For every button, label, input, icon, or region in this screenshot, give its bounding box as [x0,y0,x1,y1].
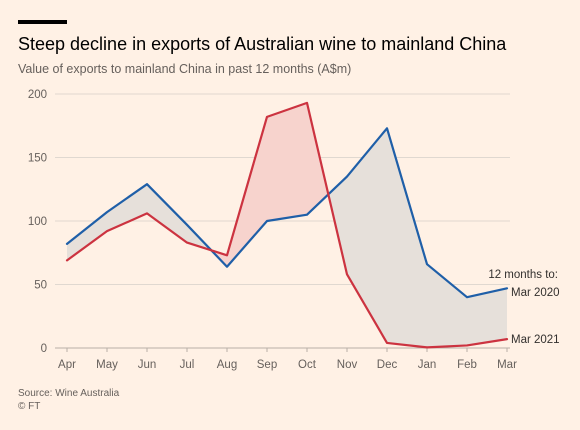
x-tick-label-apr: Apr [58,359,76,371]
y-tick-label-200: 200 [28,89,47,101]
series-lines [65,101,509,349]
y-axis-tick-labels: 0 50 100 150 200 [28,89,47,355]
gap-area [307,102,329,215]
x-tick-label-may: May [96,359,118,371]
series-line-mar-2020 [65,127,509,299]
gap-area [427,264,467,348]
x-tick-label-feb: Feb [457,359,477,371]
x-tick-label-nov: Nov [337,359,358,371]
gap-area [147,184,187,243]
y-tick-label-50: 50 [34,280,47,292]
gap-area [347,128,387,343]
x-tick-label-oct: Oct [298,359,317,371]
y-tick-label-100: 100 [28,216,47,228]
gap-area [267,102,307,221]
x-tick-label-sep: Sep [257,359,277,371]
shaded-gap-areas [67,102,507,348]
series-line-mar-2021 [65,101,509,349]
x-axis-tick-labels: Apr May Jun Jul Aug Sep Oct Nov Dec Jan Feb Mar [58,359,517,371]
legend-title: 12 months to: [488,269,558,281]
chart-title: Steep decline in exports of Australian w… [18,34,507,54]
credit-note: © FT [18,401,41,412]
gap-area [107,184,147,232]
y-tick-label-0: 0 [41,343,47,355]
gap-area [467,288,507,346]
x-tick-label-aug: Aug [217,359,237,371]
y-tick-label-150: 150 [28,153,47,165]
x-tick-label-jun: Jun [138,359,157,371]
source-note: Source: Wine Australia [18,388,120,399]
x-tick-label-dec: Dec [377,359,398,371]
x-tick-label-jul: Jul [180,359,195,371]
x-tick-label-jan: Jan [418,359,437,371]
gap-area [67,212,107,261]
gap-area [387,128,427,348]
x-tick-label-mar: Mar [497,359,517,371]
legend-label-mar-2021: Mar 2021 [511,334,560,346]
chart-subtitle: Value of exports to mainland China in pa… [18,62,352,76]
legend-label-mar-2020: Mar 2020 [511,287,560,299]
top-rule [18,20,67,24]
legend-labels: 12 months to: Mar 2020 Mar 2021 [488,269,559,346]
